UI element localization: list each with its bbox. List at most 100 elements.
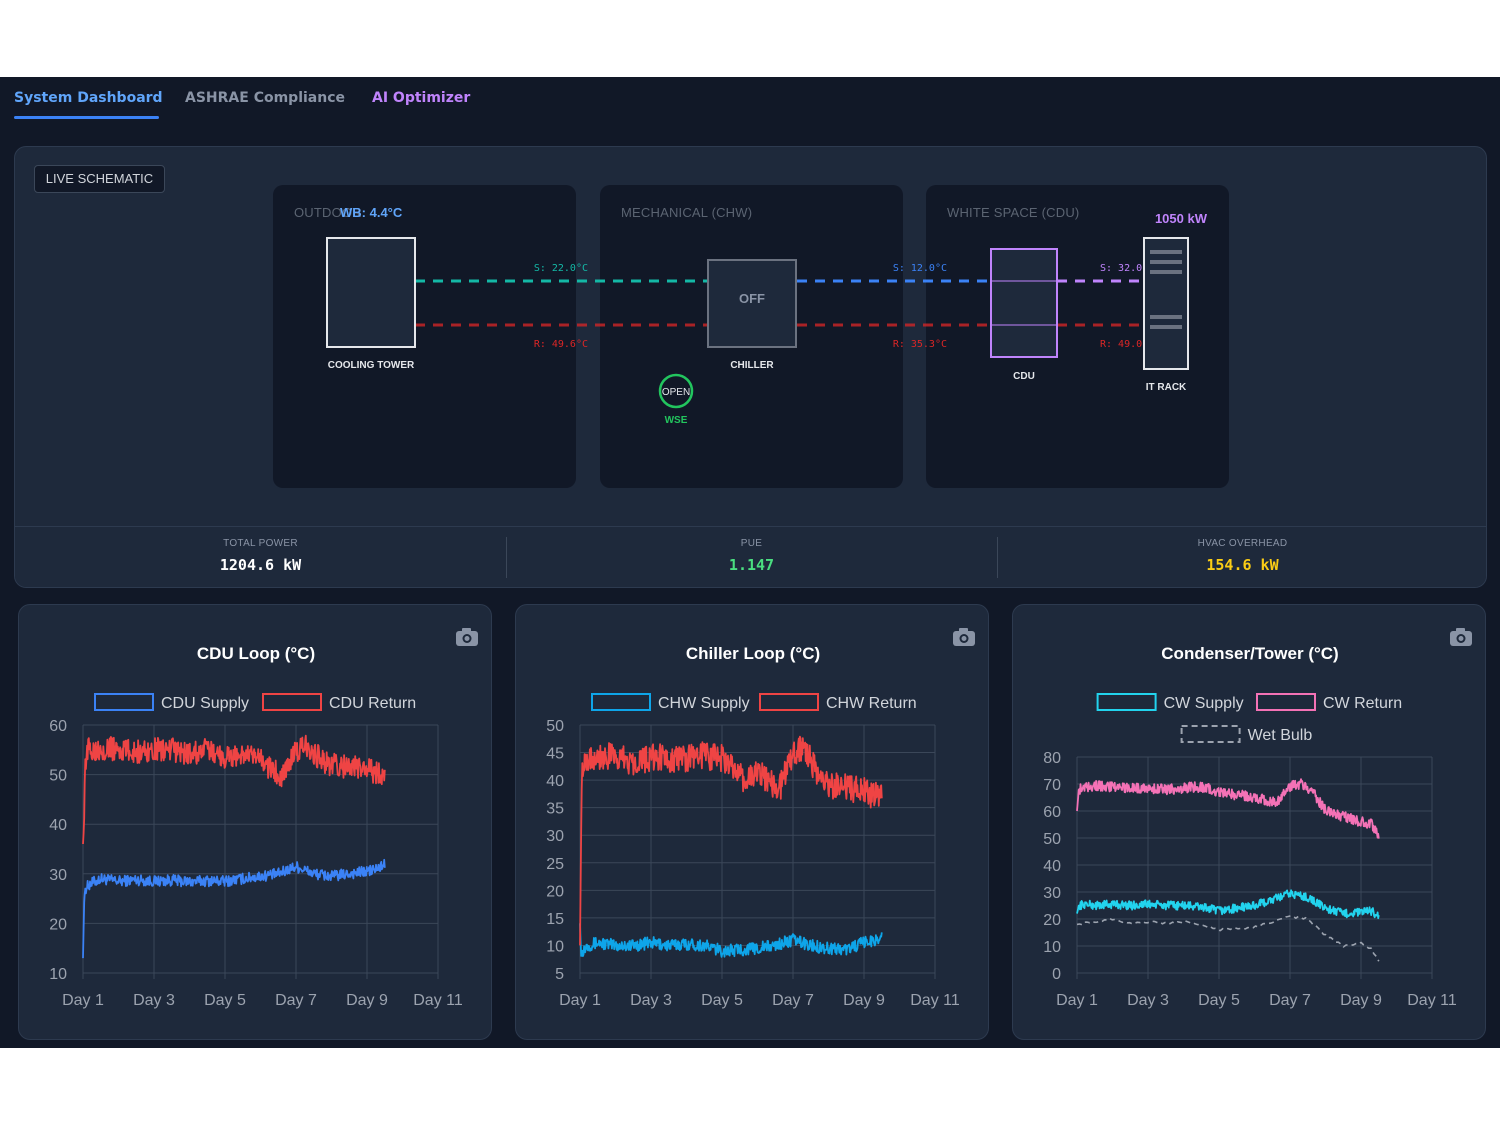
y-tick-label: 40 [49, 817, 67, 834]
wse-label: WSE [665, 415, 688, 426]
y-tick-label: 20 [546, 883, 564, 900]
chart-card-condenser-tower: Condenser/Tower (°C) CW Supply CW Return We… [1012, 604, 1486, 1040]
active-tab-indicator [14, 116, 159, 119]
camera-icon[interactable] [953, 628, 975, 646]
legend-item-cw-supply[interactable]: CW Supply [1096, 693, 1244, 712]
series-line-cw-supply [1076, 889, 1380, 920]
zone-mechanical-label: MECHANICAL (CHW) [621, 205, 753, 220]
legend-item-cdu-return[interactable]: CDU Return [262, 693, 416, 712]
x-tick-label: Day 5 [701, 992, 743, 1009]
metric-hvac-overhead-value: 154.6 kW [1206, 556, 1279, 574]
x-tick-label: Day 9 [346, 992, 388, 1009]
legend-item-cw-return[interactable]: CW Return [1256, 693, 1402, 712]
cooling-tower-icon[interactable] [326, 237, 416, 348]
y-tick-label: 20 [49, 916, 67, 933]
chiller-label: CHILLER [730, 360, 774, 371]
y-tick-label: 30 [1043, 885, 1061, 902]
legend-item-chw-return[interactable]: CHW Return [759, 693, 917, 712]
chw-supply-temp: S: 12.0°C [893, 263, 947, 274]
it-rack-icon[interactable] [1143, 237, 1189, 370]
live-schematic-badge: LIVE SCHEMATIC [34, 165, 165, 193]
y-tick-label: 20 [1043, 912, 1061, 929]
y-tick-label: 15 [546, 911, 564, 928]
cdu-icon[interactable] [990, 248, 1058, 358]
x-tick-label: Day 7 [275, 992, 317, 1009]
legend-label: CDU Return [329, 695, 416, 712]
x-tick-label: Day 7 [772, 992, 814, 1009]
tab-system-dashboard[interactable]: System Dashboard [14, 90, 163, 106]
cw-supply-temp: S: 22.0°C [534, 263, 588, 274]
y-tick-label: 10 [49, 966, 67, 983]
y-tick-label: 70 [1043, 777, 1061, 794]
y-tick-label: 10 [1043, 939, 1061, 956]
x-tick-label: Day 5 [204, 992, 246, 1009]
chart-card-cdu-loop: CDU Loop (°C) CDU Supply CDU Return 10 20 30 4… [18, 604, 492, 1040]
x-tick-label: Day 1 [62, 992, 104, 1009]
it-rack-label: IT RACK [1146, 382, 1187, 393]
chiller-icon[interactable] [707, 259, 797, 348]
y-tick-label: 30 [546, 828, 564, 845]
tab-ashrae-compliance[interactable]: ASHRAE Compliance [185, 90, 345, 106]
legend-label: Wet Bulb [1248, 727, 1313, 744]
metric-hvac-overhead-label: HVAC OVERHEAD [1197, 538, 1288, 549]
zone-white-space-label: WHITE SPACE (CDU) [947, 205, 1080, 220]
chiller-loop-chart: Chiller Loop (°C) CHW Supply CHW Return 5 10… [546, 628, 975, 1009]
y-tick-label: 80 [1043, 750, 1061, 767]
x-tick-label: Day 11 [1407, 992, 1457, 1009]
y-tick-label: 0 [1052, 966, 1061, 983]
x-tick-label: Day 1 [559, 992, 601, 1009]
y-tick-label: 50 [1043, 831, 1061, 848]
legend-item-chw-supply[interactable]: CHW Supply [591, 693, 750, 712]
x-tick-label: Day 11 [413, 992, 463, 1009]
x-tick-label: Day 11 [910, 992, 960, 1009]
cdu-loop-chart: CDU Loop (°C) CDU Supply CDU Return 10 20 30 4… [49, 628, 478, 1009]
condenser-tower-chart: Condenser/Tower (°C) CW Supply CW Return We… [1043, 628, 1472, 1009]
metric-total-power-value: 1204.6 kW [219, 556, 302, 574]
legend-label: CW Return [1323, 695, 1402, 712]
metric-total-power: TOTAL POWER 1204.6 kW [15, 527, 506, 587]
legend-item-cdu-supply[interactable]: CDU Supply [94, 693, 249, 712]
legend-swatch [262, 693, 322, 711]
chw-return-temp: R: 35.3°C [893, 339, 947, 350]
y-tick-label: 25 [546, 856, 564, 873]
tab-ai-optimizer[interactable]: AI Optimizer [372, 90, 471, 106]
cdu-label: CDU [1013, 371, 1035, 382]
chart-title: Chiller Loop (°C) [686, 644, 820, 663]
tab-bar: System Dashboard ASHRAE Compliance AI Op… [0, 77, 1500, 127]
y-tick-label: 40 [1043, 858, 1061, 875]
metric-pue-value: 1.147 [728, 556, 775, 574]
camera-icon[interactable] [1450, 628, 1472, 646]
series-line-cw-return [1076, 778, 1380, 839]
zone-outdoor: OUTDOOR WB: 4.4°C [273, 185, 576, 488]
wse-valve-icon[interactable] [658, 373, 694, 409]
legend-item-wet-bulb[interactable]: Wet Bulb [1180, 725, 1313, 744]
y-tick-label: 60 [49, 718, 67, 735]
legend-swatch [1180, 725, 1241, 743]
series-line-cdu-return [82, 734, 386, 845]
tcs-supply-temp: S: 32.0°C [1100, 263, 1154, 274]
y-tick-label: 50 [49, 768, 67, 785]
x-tick-label: Day 1 [1056, 992, 1098, 1009]
cooling-tower-label: COOLING TOWER [328, 360, 415, 371]
metrics-bar: TOTAL POWER 1204.6 kW PUE 1.147 HVAC OVE… [15, 526, 1486, 587]
chart-title: CDU Loop (°C) [197, 644, 315, 663]
metric-hvac-overhead: HVAC OVERHEAD 154.6 kW [997, 527, 1486, 587]
metric-divider [997, 537, 998, 578]
metric-pue-label: PUE [740, 538, 763, 549]
legend-label: CHW Return [826, 695, 917, 712]
camera-icon[interactable] [456, 628, 478, 646]
live-schematic-panel: LIVE SCHEMATIC OUTDOOR WB: 4.4°C MECHANI… [14, 146, 1487, 588]
metric-total-power-label: TOTAL POWER [223, 538, 298, 549]
rack-power-readout: 1050 kW [1154, 211, 1207, 226]
y-tick-label: 50 [546, 718, 564, 735]
legend-swatch [94, 693, 154, 711]
y-tick-label: 35 [546, 801, 564, 818]
app-window: System Dashboard ASHRAE Compliance AI Op… [0, 77, 1500, 1048]
tcs-return-temp: R: 49.0°C [1100, 339, 1154, 350]
x-tick-label: Day 5 [1198, 992, 1240, 1009]
legend-swatch [1256, 693, 1316, 711]
y-tick-label: 60 [1043, 804, 1061, 821]
legend-label: CDU Supply [161, 695, 249, 712]
x-tick-label: Day 9 [1340, 992, 1382, 1009]
wet-bulb-readout: WB: 4.4°C [340, 205, 403, 220]
